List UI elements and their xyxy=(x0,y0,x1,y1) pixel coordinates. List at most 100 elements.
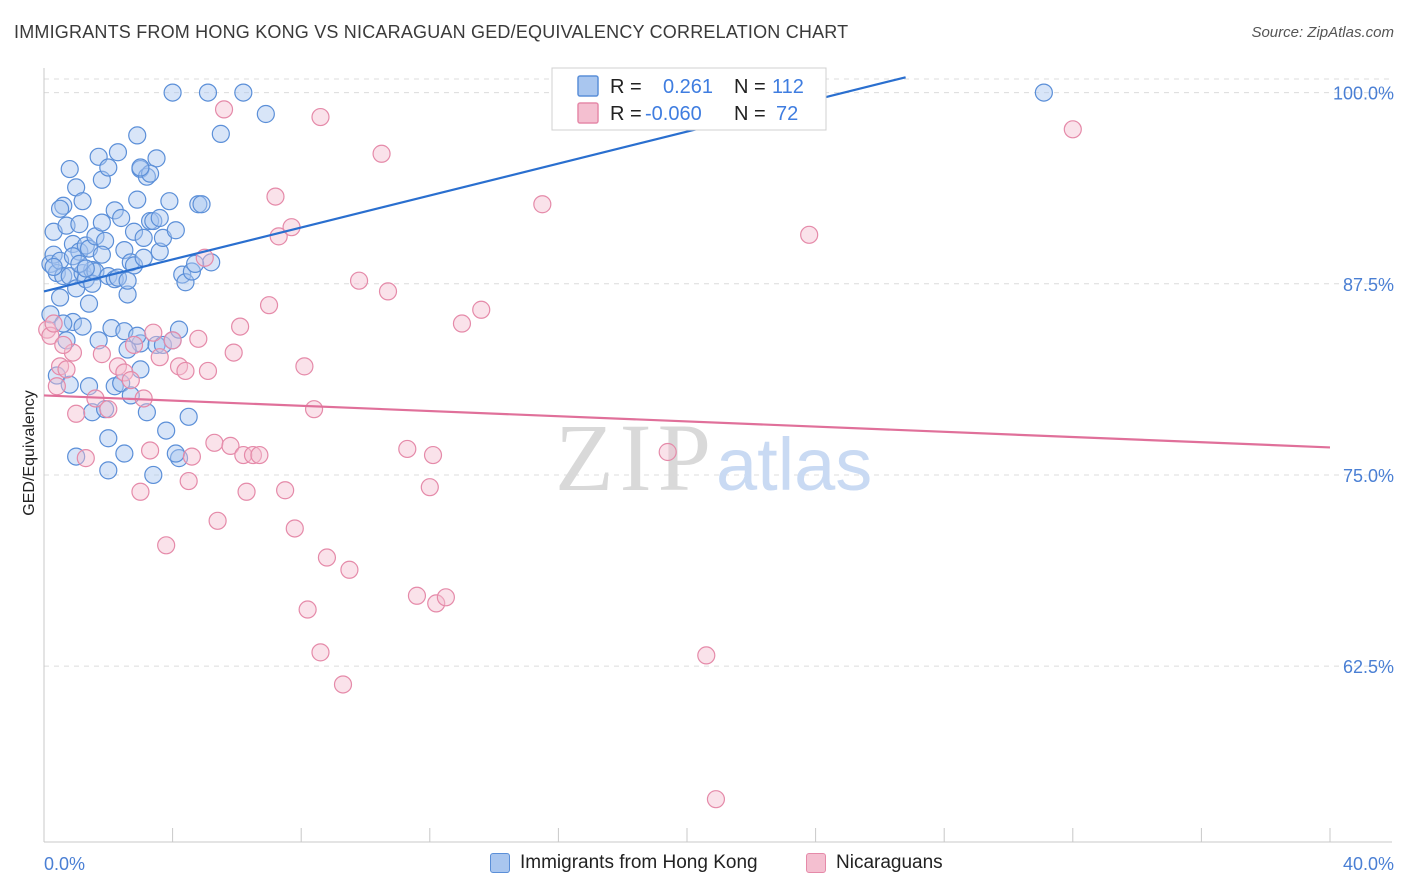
nicaraguan-point-63 xyxy=(472,300,491,319)
hong-kong-point-30 xyxy=(92,213,111,232)
legend-r-value-2: -0.060 xyxy=(645,103,702,125)
hong-kong-point-61 xyxy=(176,273,195,292)
legend-swatch-nicaraguans xyxy=(806,853,826,873)
hong-kong-point-79 xyxy=(89,331,108,350)
hong-kong-point-10 xyxy=(60,159,79,179)
hong-kong-point-102 xyxy=(92,245,111,264)
nicaraguan-point-38 xyxy=(250,445,269,465)
nicaraguan-point-2 xyxy=(47,377,66,396)
nicaraguan-point-68 xyxy=(800,225,819,244)
hong-kong-point-23 xyxy=(79,294,99,313)
nicaraguan-point-51 xyxy=(333,675,353,694)
hong-kong-point-4 xyxy=(50,288,70,307)
hong-kong-point-76 xyxy=(73,317,92,336)
stats-legend: R = 0.261 N = 112 R = -0.060 N = 72 xyxy=(551,67,827,131)
nicaraguan-point-37 xyxy=(243,445,263,465)
hong-kong-point-45 xyxy=(128,126,147,145)
nicaraguan-point-49 xyxy=(311,643,330,662)
nicaraguan-point-23 xyxy=(176,361,195,381)
nicaraguan-point-30 xyxy=(208,511,227,530)
nicaraguan-point-61 xyxy=(436,588,455,607)
source-label: Source: ZipAtlas.com xyxy=(1251,24,1394,41)
nicaraguan-point-50 xyxy=(317,548,337,567)
nicaraguan-point-10 xyxy=(99,400,118,419)
hong-kong-point-90 xyxy=(137,403,156,422)
axes xyxy=(43,68,1392,843)
hong-kong-point-6 xyxy=(54,196,73,215)
nicaraguan-point-22 xyxy=(169,357,189,376)
hong-kong-point-7 xyxy=(54,267,73,286)
nicaraguan-point-32 xyxy=(221,436,240,455)
nicaraguan-point-70 xyxy=(44,314,63,333)
legend-swatch-blue xyxy=(577,75,599,97)
hong-kong-point-31 xyxy=(95,231,115,251)
watermark: ZIP atlas xyxy=(555,404,872,511)
series-nicaraguans xyxy=(38,100,1082,809)
hong-kong-point-53 xyxy=(150,242,169,261)
x-tick-label-1: 40.0% xyxy=(1343,854,1394,874)
chart-title: IMMIGRANTS FROM HONG KONG VS NICARAGUAN … xyxy=(14,22,849,42)
nicaraguan-point-15 xyxy=(131,482,150,501)
nicaraguan-point-42 xyxy=(276,481,295,500)
nicaraguan-point-4 xyxy=(57,360,76,379)
nicaraguan-point-33 xyxy=(224,343,243,362)
nicaraguan-point-13 xyxy=(121,371,140,390)
series-hong-kong xyxy=(41,83,1053,485)
nicaraguan-point-46 xyxy=(298,600,317,619)
hong-kong-point-106 xyxy=(134,248,153,267)
nicaraguan-point-57 xyxy=(407,586,427,605)
hong-kong-point-85 xyxy=(115,444,134,463)
nicaraguan-point-39 xyxy=(259,296,279,315)
hong-kong-point-17 xyxy=(70,215,89,234)
hong-kong-point-58 xyxy=(166,221,185,240)
nicaraguan-point-24 xyxy=(179,471,198,491)
hong-kong-point-82 xyxy=(99,461,118,480)
hong-kong-point-81 xyxy=(99,429,118,448)
y-axis-title: GED/Equivalency xyxy=(21,390,38,515)
hong-kong-point-38 xyxy=(112,208,131,228)
hong-kong-point-86 xyxy=(118,340,137,359)
hong-kong-point-65 xyxy=(192,195,211,214)
hong-kong-point-73 xyxy=(54,314,73,333)
nicaraguan-point-21 xyxy=(163,331,182,350)
nicaraguan-point-29 xyxy=(205,433,224,452)
nicaraguan-point-20 xyxy=(157,536,176,555)
hong-kong-point-100 xyxy=(70,254,89,273)
nicaraguan-point-64 xyxy=(533,195,552,214)
hong-kong-point-55 xyxy=(157,421,176,440)
nicaraguan-point-48 xyxy=(311,107,330,127)
legend-swatch-pink xyxy=(577,102,599,124)
legend-r-label-2: R = xyxy=(610,103,642,125)
nicaraguan-point-66 xyxy=(697,646,716,665)
nicaraguan-point-69 xyxy=(1063,120,1082,139)
hong-kong-point-57 xyxy=(163,83,182,102)
hong-kong-point-101 xyxy=(76,259,95,278)
nicaraguan-point-44 xyxy=(285,519,304,538)
hong-kong-point-69 xyxy=(234,83,253,102)
hong-kong-point-111 xyxy=(131,158,150,177)
hong-kong-point-19 xyxy=(73,192,92,211)
legend-n-value-1: 112 xyxy=(772,76,804,98)
legend-n-label-1: N = xyxy=(734,76,766,98)
nicaraguan-point-45 xyxy=(295,357,314,376)
nicaraguan-point-67 xyxy=(706,790,726,809)
nicaraguan-point-25 xyxy=(182,447,201,466)
x-tick-label-0: 0.0% xyxy=(44,854,85,874)
nicaraguan-point-6 xyxy=(67,404,86,423)
hong-kong-point-97 xyxy=(44,257,63,277)
legend-label-nicaraguans: Nicaraguans xyxy=(836,852,943,873)
nicaraguan-point-65 xyxy=(658,442,677,462)
hong-kong-point-95 xyxy=(166,444,185,463)
y-tick-label-3: 100.0% xyxy=(1333,84,1394,104)
nicaraguan-point-17 xyxy=(140,441,160,460)
nicaraguan-point-36 xyxy=(237,482,256,501)
bottom-legend: Immigrants from Hong Kong Nicaraguans xyxy=(0,852,1406,878)
legend-r-label-1: R = xyxy=(610,76,642,98)
nicaraguan-point-5 xyxy=(63,343,83,362)
hong-kong-point-108 xyxy=(150,208,169,228)
nicaraguan-point-53 xyxy=(349,271,369,290)
nicaraguan-point-31 xyxy=(214,100,234,119)
nicaraguan-point-52 xyxy=(340,560,359,579)
tick-labels: 62.5% 75.0% 87.5% 100.0% 0.0% 40.0% xyxy=(44,84,1394,874)
gridlines xyxy=(44,78,1392,667)
